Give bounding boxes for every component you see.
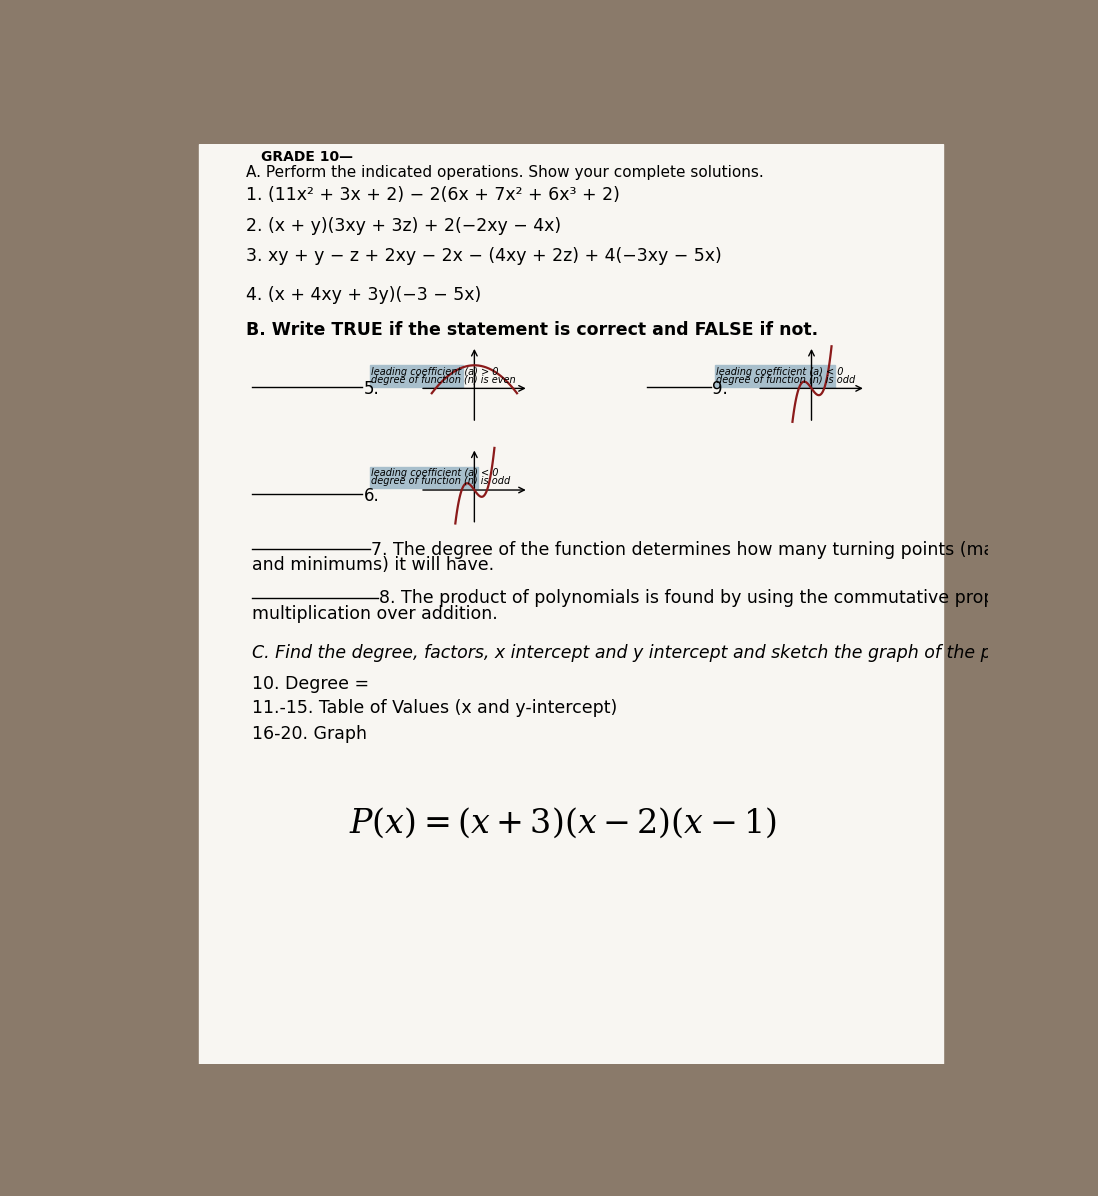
- Text: degree of function (n) is odd: degree of function (n) is odd: [716, 374, 855, 385]
- Text: degree of function (n) is odd: degree of function (n) is odd: [371, 476, 511, 486]
- Text: 4. (x + 4xy + 3y)(−3 − 5x): 4. (x + 4xy + 3y)(−3 − 5x): [246, 286, 481, 304]
- Text: 11.-15. Table of Values (x and y-intercept): 11.-15. Table of Values (x and y-interce…: [251, 700, 617, 718]
- Text: 8. The product of polynomials is found by using the commutative property of: 8. The product of polynomials is found b…: [379, 590, 1052, 608]
- Text: leading coefficient (a) < 0: leading coefficient (a) < 0: [371, 469, 498, 478]
- Text: and minimums) it will have.: and minimums) it will have.: [251, 556, 494, 574]
- Text: 16-20. Graph: 16-20. Graph: [251, 725, 367, 743]
- Text: $P(x) = (x + 3)(x - 2)(x - 1)$: $P(x) = (x + 3)(x - 2)(x - 1)$: [349, 806, 776, 841]
- Text: 3. xy + y − z + 2xy − 2x − (4xy + 2z) + 4(−3xy − 5x): 3. xy + y − z + 2xy − 2x − (4xy + 2z) + …: [246, 248, 721, 266]
- Text: 5.: 5.: [363, 380, 379, 398]
- Text: A. Perform the indicated operations. Show your complete solutions.: A. Perform the indicated operations. Sho…: [246, 165, 763, 181]
- Bar: [370, 466, 479, 488]
- Text: degree of function (n) is even: degree of function (n) is even: [371, 374, 516, 385]
- Text: leading coefficient (a) < 0: leading coefficient (a) < 0: [716, 367, 843, 377]
- Text: 2. (x + y)(3xy + 3z) + 2(−2xy − 4x): 2. (x + y)(3xy + 3z) + 2(−2xy − 4x): [246, 216, 561, 234]
- Bar: [715, 365, 834, 386]
- Bar: [199, 144, 943, 1064]
- Text: B. Write TRUE if the statement is correct and FALSE if not.: B. Write TRUE if the statement is correc…: [246, 321, 818, 338]
- Text: 9.: 9.: [713, 380, 728, 398]
- Text: 10. Degree =: 10. Degree =: [251, 675, 369, 692]
- Text: 7. The degree of the function determines how many turning points (maximums: 7. The degree of the function determines…: [371, 541, 1064, 559]
- Bar: [370, 365, 462, 386]
- Text: 6.: 6.: [363, 487, 379, 505]
- Text: 1. (11x² + 3x + 2) − 2(6x + 7x² + 6x³ + 2): 1. (11x² + 3x + 2) − 2(6x + 7x² + 6x³ + …: [246, 185, 619, 203]
- Text: GRADE 10—: GRADE 10—: [261, 150, 354, 164]
- Text: leading coefficient (a) > 0: leading coefficient (a) > 0: [371, 367, 498, 377]
- Text: C. Find the degree, factors, x intercept and y intercept and sketch the graph of: C. Find the degree, factors, x intercept…: [251, 643, 1082, 663]
- Text: multiplication over addition.: multiplication over addition.: [251, 605, 497, 623]
